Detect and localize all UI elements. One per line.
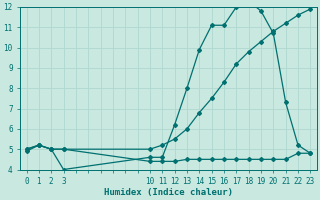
X-axis label: Humidex (Indice chaleur): Humidex (Indice chaleur) xyxy=(104,188,233,197)
